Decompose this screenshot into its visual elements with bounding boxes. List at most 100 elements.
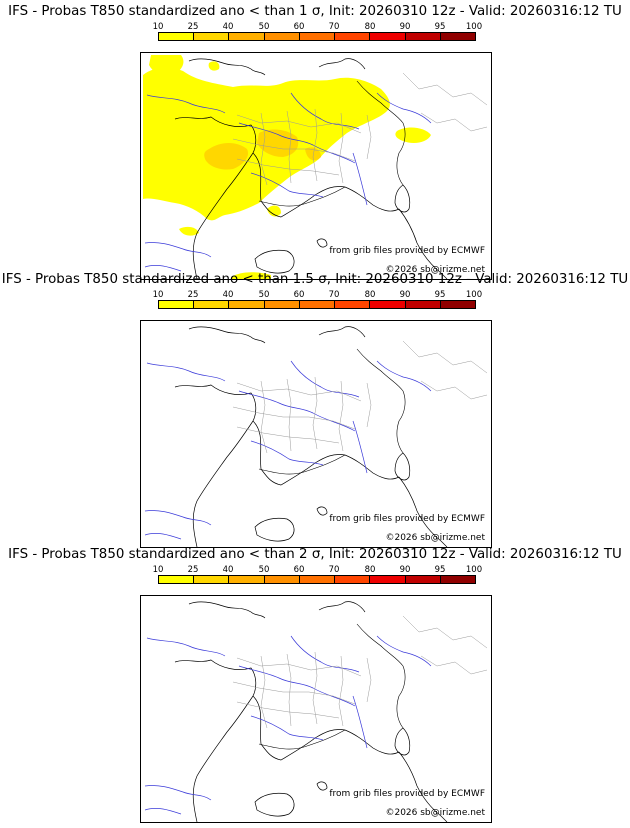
scale-label: 40 [222, 565, 234, 575]
scale-swatch [264, 576, 300, 583]
probability-area-10 [395, 127, 431, 143]
rivers [144, 360, 432, 540]
scale-label: 25 [187, 565, 199, 575]
scale-label: 90 [399, 565, 411, 575]
scale-label: 50 [258, 565, 270, 575]
scale-swatch [440, 301, 475, 308]
scale-label: 100 [465, 290, 483, 300]
scale-label: 80 [364, 22, 376, 32]
scale-swatch [370, 33, 406, 40]
map-drawing [144, 601, 488, 822]
scale-label: 40 [222, 22, 234, 32]
scale-label: 10 [152, 22, 164, 32]
scale-swatch [370, 576, 406, 583]
scale-swatch [335, 33, 371, 40]
scale-label: 70 [328, 565, 340, 575]
scale-labels: 10 25 40 50 60 70 80 90 95 100 [153, 565, 483, 576]
scale-label: 25 [187, 22, 199, 32]
scale-label: 70 [328, 22, 340, 32]
scale-swatch [159, 33, 195, 40]
probability-color-scale: 10 25 40 50 60 70 80 90 95 100 [153, 290, 483, 316]
scale-swatch [440, 576, 475, 583]
scale-swatch [229, 576, 265, 583]
map-panel-2: IFS - Probas T850 standardized ano < tha… [0, 272, 630, 548]
map-panel-1: IFS - Probas T850 standardized ano < tha… [0, 4, 630, 280]
scale-bar [158, 32, 476, 41]
source-credit: from grib files provided by ECMWF [329, 514, 485, 524]
admin-boundaries [232, 615, 488, 729]
panel-title: IFS - Probas T850 standardized ano < tha… [8, 547, 622, 562]
copyright-credit: ©2026 sb@irizme.net [385, 265, 485, 275]
scale-swatch [264, 33, 300, 40]
scale-labels: 10 25 40 50 60 70 80 90 95 100 [153, 290, 483, 301]
scale-label: 50 [258, 290, 270, 300]
probability-field [204, 129, 321, 170]
probability-area-10 [149, 55, 184, 76]
map-france: from grib files provided by ECMWF ©2026 … [140, 595, 492, 823]
scale-label: 90 [399, 22, 411, 32]
scale-label: 10 [152, 290, 164, 300]
source-credit: from grib files provided by ECMWF [329, 789, 485, 799]
probability-area-10 [208, 61, 220, 71]
scale-swatch [229, 33, 265, 40]
scale-swatch [335, 576, 371, 583]
borders [258, 80, 406, 207]
scale-swatch [264, 301, 300, 308]
scale-labels: 10 25 40 50 60 70 80 90 95 100 [153, 22, 483, 33]
scale-label: 60 [293, 22, 305, 32]
probability-area-10 [179, 226, 199, 236]
copyright-credit: ©2026 sb@irizme.net [385, 533, 485, 543]
map-drawing [144, 326, 488, 547]
scale-label: 40 [222, 290, 234, 300]
scale-label: 70 [328, 290, 340, 300]
scale-swatch [405, 33, 441, 40]
borders [258, 623, 406, 750]
scale-swatch [194, 576, 230, 583]
rivers [144, 92, 432, 272]
rivers [144, 635, 432, 815]
probability-area-25 [257, 129, 299, 157]
probability-area-10 [267, 205, 281, 217]
probability-area-25 [204, 143, 249, 170]
scale-label: 60 [293, 290, 305, 300]
scale-swatch [440, 33, 475, 40]
scale-swatch [159, 301, 195, 308]
scale-label: 80 [364, 290, 376, 300]
scale-swatch [229, 301, 265, 308]
scale-swatch [405, 576, 441, 583]
probability-color-scale: 10 25 40 50 60 70 80 90 95 100 [153, 565, 483, 591]
scale-swatch [299, 301, 336, 308]
map-drawing [143, 55, 488, 279]
scale-label: 50 [258, 22, 270, 32]
scale-label: 90 [399, 290, 411, 300]
copyright-credit: ©2026 sb@irizme.net [385, 808, 485, 818]
panel-title: IFS - Probas T850 standardized ano < tha… [1, 272, 629, 287]
scale-swatch [159, 576, 195, 583]
scale-swatch [194, 33, 230, 40]
scale-swatch [335, 301, 371, 308]
probability-area-25 [305, 147, 321, 161]
scale-label: 95 [434, 22, 446, 32]
scale-swatch [405, 301, 441, 308]
scale-label: 95 [434, 290, 446, 300]
borders [258, 348, 406, 475]
probability-area-10 [231, 272, 271, 279]
map-panel-3: IFS - Probas T850 standardized ano < tha… [0, 547, 630, 823]
scale-label: 60 [293, 565, 305, 575]
admin-boundaries [232, 340, 488, 454]
scale-bar [158, 575, 476, 584]
coastlines [174, 601, 448, 822]
map-france: from grib files provided by ECMWF ©2026 … [140, 320, 492, 548]
panel-title: IFS - Probas T850 standardized ano < tha… [8, 4, 622, 19]
scale-label: 80 [364, 565, 376, 575]
scale-swatch [370, 301, 406, 308]
scale-label: 10 [152, 565, 164, 575]
scale-swatch [194, 301, 230, 308]
probability-color-scale: 10 25 40 50 60 70 80 90 95 100 [153, 22, 483, 48]
scale-label: 100 [465, 22, 483, 32]
scale-bar [158, 300, 476, 309]
scale-label: 95 [434, 565, 446, 575]
map-france: from grib files provided by ECMWF ©2026 … [140, 52, 492, 280]
source-credit: from grib files provided by ECMWF [329, 246, 485, 256]
scale-label: 100 [465, 565, 483, 575]
